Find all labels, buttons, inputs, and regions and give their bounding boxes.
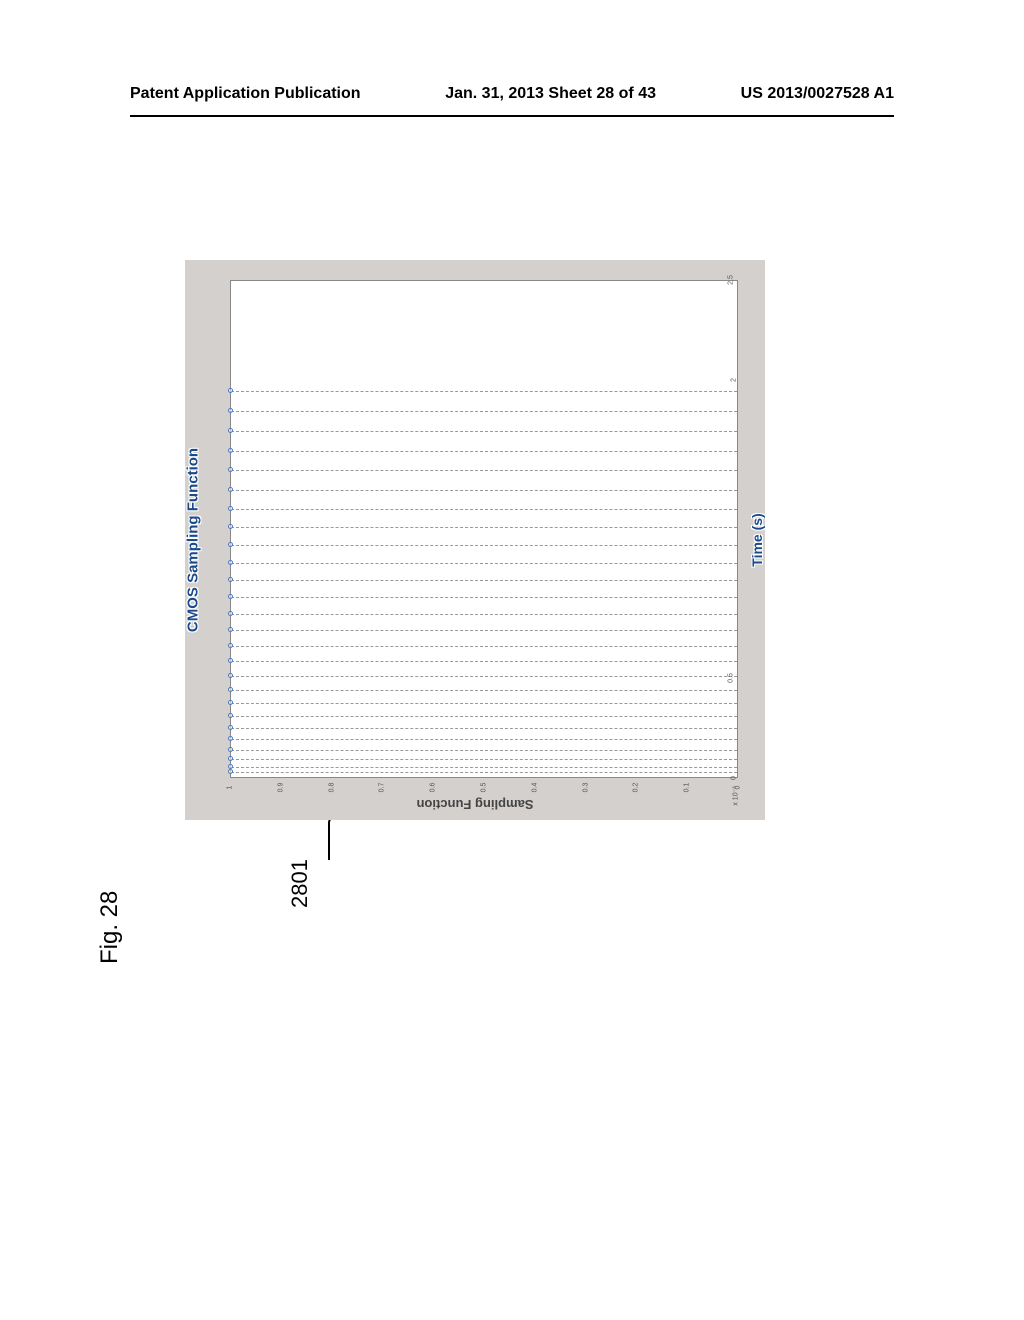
- pub-number: US 2013/0027528 A1: [741, 85, 894, 103]
- y-tick-label: 0.7: [379, 783, 386, 793]
- stem-line: [231, 703, 737, 704]
- x-tick-label: 2.5: [728, 275, 735, 285]
- stem-line: [231, 580, 737, 581]
- stem-line: [231, 563, 737, 564]
- stem-line: [231, 490, 737, 491]
- stem-marker: [228, 769, 233, 774]
- stem-line: [231, 750, 737, 751]
- y-tick-label: 0.3: [582, 783, 589, 793]
- stem-line: [231, 630, 737, 631]
- chart-panel: CMOS Sampling Function Time (s) Sampling…: [185, 260, 765, 820]
- y-tick-label: 1: [227, 786, 234, 790]
- stem-marker: [228, 448, 233, 453]
- stem-marker: [228, 658, 233, 663]
- stem-line: [231, 759, 737, 760]
- stem-line: [231, 509, 737, 510]
- stem-line: [231, 527, 737, 528]
- stem-marker: [228, 560, 233, 565]
- y-tick-label: 0.8: [328, 783, 335, 793]
- stem-line: [231, 767, 737, 768]
- y-axis-label: Sampling Function: [417, 797, 534, 812]
- header-divider: [130, 115, 894, 117]
- stem-line: [231, 739, 737, 740]
- stem-line: [231, 545, 737, 546]
- stem-marker: [228, 643, 233, 648]
- y-tick-label: 0: [735, 786, 742, 790]
- y-tick-label: 0.5: [481, 783, 488, 793]
- stem-marker: [228, 700, 233, 705]
- stem-line: [231, 772, 737, 773]
- stem-line: [231, 470, 737, 471]
- stem-marker: [228, 713, 233, 718]
- date-sheet: Jan. 31, 2013 Sheet 28 of 43: [445, 85, 656, 103]
- stem-marker: [228, 611, 233, 616]
- stem-marker: [228, 747, 233, 752]
- y-tick-label: 0.1: [684, 783, 691, 793]
- figure-label: Fig. 28: [96, 891, 124, 964]
- stem-marker: [228, 542, 233, 547]
- stem-marker: [228, 506, 233, 511]
- stem-line: [231, 451, 737, 452]
- stem-marker: [228, 764, 233, 769]
- x-tick-label: 0: [731, 776, 738, 780]
- stem-line: [231, 716, 737, 717]
- stem-marker: [228, 673, 233, 678]
- stem-marker: [228, 408, 233, 413]
- stem-marker: [228, 627, 233, 632]
- stem-marker: [228, 687, 233, 692]
- stem-line: [231, 728, 737, 729]
- x-axis-label: Time (s): [749, 500, 765, 580]
- stem-marker: [228, 594, 233, 599]
- stem-marker: [228, 725, 233, 730]
- stem-marker: [228, 428, 233, 433]
- y-tick-label: 0.6: [430, 783, 437, 793]
- stem-line: [231, 661, 737, 662]
- reference-number: 2801: [287, 859, 313, 908]
- stem-marker: [228, 467, 233, 472]
- stem-line: [231, 597, 737, 598]
- y-tick-label: 0.2: [633, 783, 640, 793]
- stem-line: [231, 391, 737, 392]
- leader-line: [328, 815, 346, 860]
- stem-marker: [228, 388, 233, 393]
- y-tick-label: 0.4: [531, 783, 538, 793]
- x-tick-label: 2: [731, 378, 738, 382]
- stem-line: [231, 411, 737, 412]
- stem-marker: [228, 756, 233, 761]
- y-tick-label: 0.9: [277, 783, 284, 793]
- stem-line: [231, 690, 737, 691]
- plot-area: [230, 280, 738, 778]
- stem-marker: [228, 736, 233, 741]
- stem-marker: [228, 487, 233, 492]
- stem-line: [231, 431, 737, 432]
- x-tick-label: 0.5: [728, 674, 735, 684]
- stem-marker: [228, 524, 233, 529]
- chart-title: CMOS Sampling Function: [185, 440, 202, 640]
- stem-line: [231, 646, 737, 647]
- pub-type: Patent Application Publication: [130, 85, 361, 103]
- stem-line: [231, 614, 737, 615]
- stem-line: [231, 676, 737, 677]
- stem-marker: [228, 577, 233, 582]
